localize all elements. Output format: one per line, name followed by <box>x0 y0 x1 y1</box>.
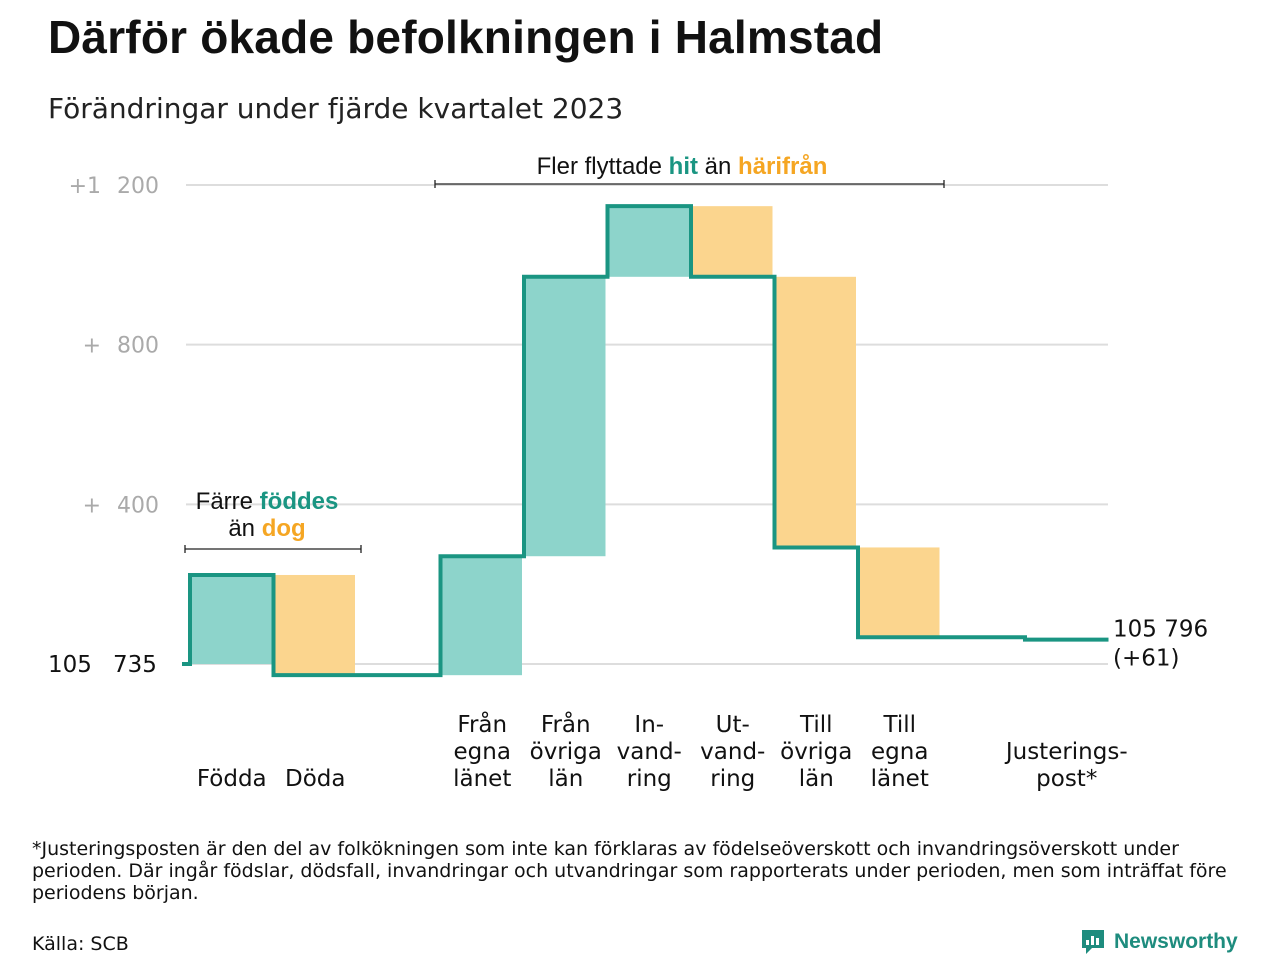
end-change-label: (+61) <box>1113 646 1179 672</box>
brand-logo: Newsworthy <box>1080 928 1238 956</box>
x-axis-label: Justerings- <box>1004 739 1128 765</box>
brand-name: Newsworthy <box>1114 930 1238 953</box>
y-tick-prefix: + <box>83 493 101 518</box>
start-value-label: 735 <box>113 652 157 678</box>
source-label: Källa: SCB <box>32 933 129 955</box>
cumulative-line <box>182 204 1109 678</box>
bar-outflow <box>774 276 856 548</box>
births-bracket <box>184 545 362 553</box>
x-axis-label: Ut- <box>716 712 750 738</box>
x-axis-label: vand- <box>700 739 765 765</box>
x-axis-label: Från <box>541 710 591 738</box>
x-axis-label: Från <box>457 710 507 738</box>
start-value-label: 105 <box>48 652 92 678</box>
x-axis-label: In- <box>634 712 664 738</box>
footnote: *Justeringsposten är den del av folkökni… <box>32 838 1227 904</box>
x-axis-label: län <box>548 766 583 792</box>
y-tick-label: 800 <box>117 334 159 359</box>
bar-outflow <box>858 547 940 638</box>
moves-bracket <box>434 180 945 188</box>
x-axis-label: vand- <box>617 739 682 765</box>
bar-outflow <box>691 206 773 277</box>
end-value-label: 105 796 <box>1113 617 1208 643</box>
x-axis-label: Döda <box>285 766 345 792</box>
bar-outflow <box>273 574 355 676</box>
x-axis-label: Till <box>882 712 916 738</box>
x-axis-label: ring <box>710 766 755 792</box>
births-annotation-line2: än dog <box>228 515 305 542</box>
bar-inflow <box>440 556 522 676</box>
births-annotation-line1: Färre föddes <box>196 488 339 515</box>
moves-annotation: Fler flyttade hit än härifrån <box>537 153 828 180</box>
bar-inflow <box>524 276 606 557</box>
x-axis-label: Födda <box>197 766 267 792</box>
y-tick-label: 200 <box>117 174 159 199</box>
bar-inflow <box>190 574 272 664</box>
x-axis-label: egna <box>871 739 928 765</box>
x-axis-label: post* <box>1036 766 1097 792</box>
x-axis-label: Till <box>799 712 833 738</box>
x-axis-label: övriga <box>530 739 602 765</box>
chart-subtitle: Förändringar under fjärde kvartalet 2023 <box>48 92 624 125</box>
x-axis-label: ring <box>627 766 672 792</box>
x-axis-label: län <box>799 766 834 792</box>
y-tick-prefix: + <box>83 334 101 359</box>
y-tick-prefix: +1 <box>69 174 101 199</box>
x-axis-label: länet <box>871 766 929 792</box>
x-axis-label: övriga <box>780 739 852 765</box>
x-axis-label: länet <box>453 766 511 792</box>
chart-title: Därför ökade befolkningen i Halmstad <box>48 11 884 63</box>
y-tick-label: 400 <box>117 493 159 518</box>
x-axis-label: egna <box>454 739 511 765</box>
newsworthy-logo-icon <box>1082 930 1104 954</box>
bar-inflow <box>607 206 689 277</box>
